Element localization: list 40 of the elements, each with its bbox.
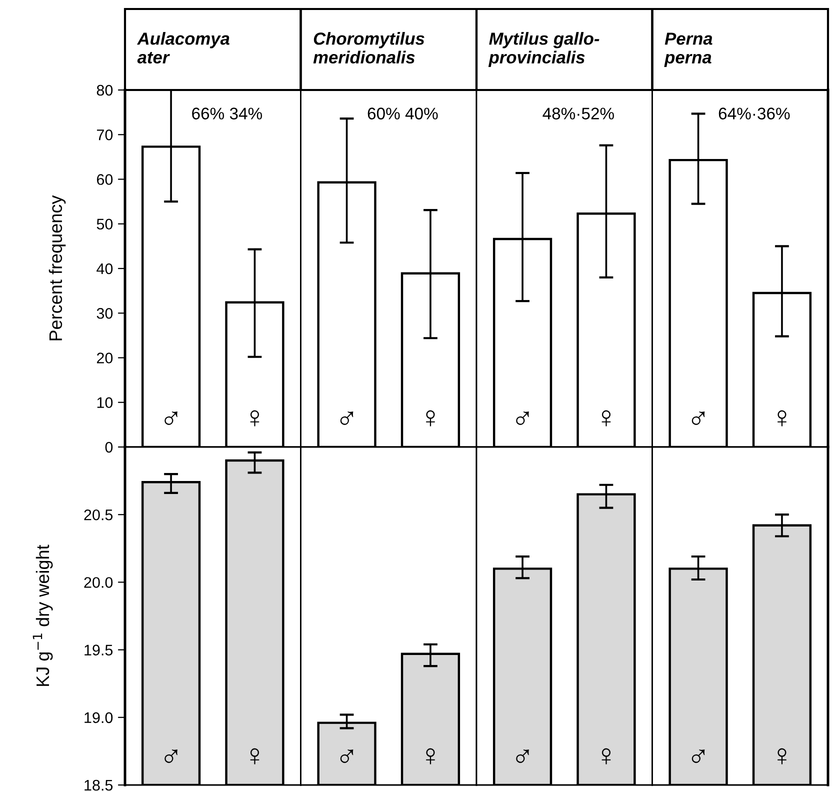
- y-tick-label: 19.5: [84, 644, 113, 656]
- annotation: 64%·36%: [718, 108, 790, 120]
- y-tick-label: 50: [96, 218, 113, 230]
- x-tick-label: ♀: [602, 748, 611, 764]
- annotation: 48%·52%: [542, 108, 614, 120]
- chart-title: Choromytilus meridionalis: [313, 32, 424, 64]
- y-tick-label: 60: [96, 174, 113, 185]
- y-tick-label: 20: [96, 352, 113, 364]
- annotation: 60% 40%: [368, 108, 438, 120]
- y-tick-label: 20.5: [84, 509, 113, 520]
- y-tick-label: 0: [105, 442, 113, 453]
- x-tick-label: ♀: [250, 748, 260, 764]
- x-tick-label: ♂: [516, 749, 529, 763]
- y-axis-title: Percent frequency: [48, 195, 66, 340]
- annotation: 66% 34%: [192, 108, 262, 120]
- x-tick-label: ♀: [250, 410, 260, 426]
- y-tick-label: 10: [97, 397, 113, 408]
- y-tick-label: 19.0: [84, 712, 113, 724]
- x-tick-label: ♀: [778, 748, 786, 764]
- x-tick-label: ♀: [778, 410, 786, 426]
- x-tick-label: ♂: [692, 749, 705, 763]
- x-tick-label: ♂: [340, 411, 354, 425]
- y-tick-label: 18.5: [84, 780, 113, 791]
- x-tick-label: ♀: [426, 410, 435, 426]
- y-tick-label: 40: [96, 263, 113, 274]
- y-tick-label: 30: [96, 308, 113, 319]
- x-tick-label: ♀: [602, 410, 611, 426]
- x-tick-label: ♂: [692, 411, 705, 425]
- x-tick-label: ♂: [516, 411, 529, 425]
- x-tick-label: ♂: [164, 411, 178, 425]
- chart-title: Mytilus gallo- provincialis: [488, 32, 600, 67]
- x-tick-label: ♀: [426, 748, 435, 764]
- chart-title: Aulacomya ater: [136, 32, 230, 64]
- y-tick-label: 80: [96, 84, 113, 96]
- x-tick-label: ♂: [340, 749, 354, 763]
- chart-title: Perna perna: [664, 32, 712, 67]
- x-tick-label: ♂: [164, 749, 178, 763]
- y-axis-title: KJ g$^{−1}$ dry weight: [32, 544, 53, 686]
- y-tick-label: 20.0: [84, 577, 113, 588]
- y-tick-label: 70: [96, 129, 113, 140]
